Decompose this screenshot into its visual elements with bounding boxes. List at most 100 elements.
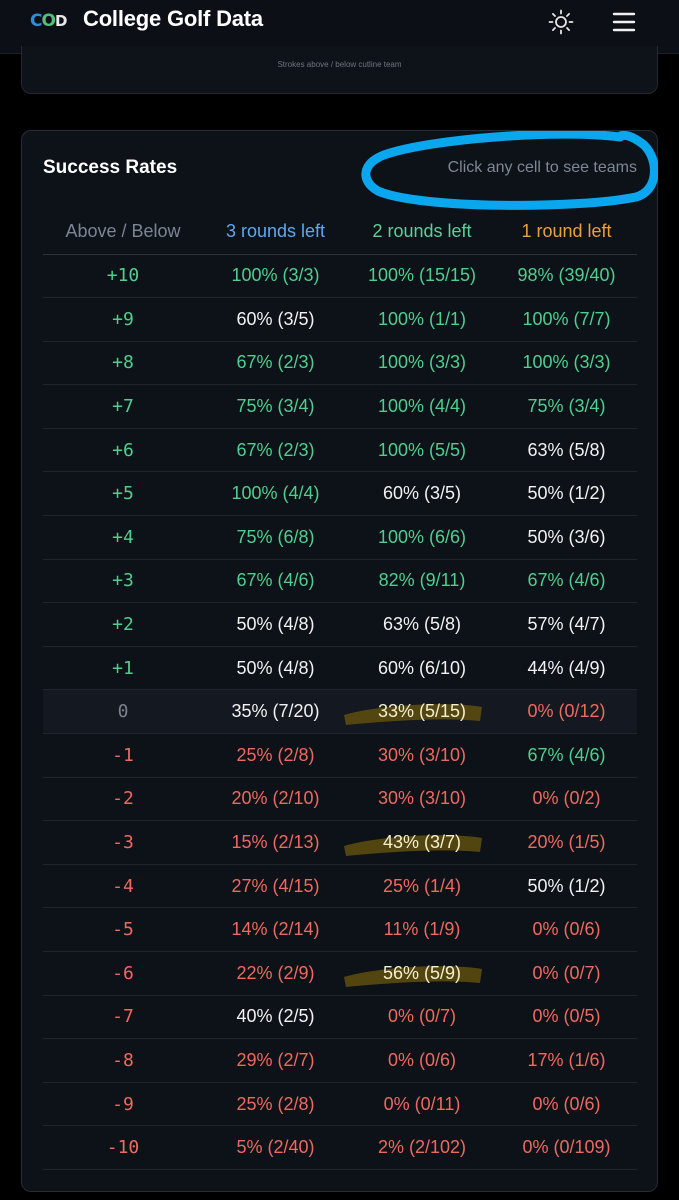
success-rate-cell[interactable]: 30% (3/10) <box>348 777 496 822</box>
success-rate-cell[interactable]: 100% (4/4) <box>348 384 496 429</box>
success-rate-cell[interactable]: 0% (0/7) <box>496 951 637 996</box>
table-row: +8 67% (2/3) 100% (3/3) 100% (3/3) <box>43 341 637 386</box>
success-rate-value: 25% (1/4) <box>382 875 462 896</box>
success-rate-cell[interactable]: 27% (4/15) <box>203 864 348 909</box>
theme-toggle-button[interactable] <box>545 6 577 38</box>
success-rate-cell[interactable]: 0% (0/12) <box>496 689 637 735</box>
success-rate-cell[interactable]: 0% (0/6) <box>348 1038 496 1083</box>
column-header-2-rounds-left[interactable]: 2 rounds left <box>348 209 496 255</box>
success-rate-value: 82% (9/11) <box>378 570 466 591</box>
success-rate-value: 67% (2/3) <box>236 439 315 460</box>
success-rate-cell[interactable]: 67% (2/3) <box>203 341 348 386</box>
success-rate-cell[interactable]: 40% (2/5) <box>203 995 348 1040</box>
success-rate-cell[interactable]: 0% (0/2) <box>496 777 637 822</box>
table-row: -10 5% (2/40) 2% (2/102) 0% (0/109) <box>43 1125 637 1170</box>
table-row: -3 15% (2/13) 43% (3/7) 20% (1/5) <box>43 820 637 865</box>
column-header-above-below[interactable]: Above / Below <box>43 209 203 255</box>
success-rate-cell[interactable]: 15% (2/13) <box>203 820 348 865</box>
success-rate-cell[interactable]: 2% (2/102) <box>348 1125 496 1170</box>
app-logo[interactable]: COD <box>30 10 70 32</box>
strokes-diff-cell: -7 <box>43 995 203 1040</box>
success-rate-cell[interactable]: 0% (0/11) <box>348 1082 496 1127</box>
success-rate-cell[interactable]: 100% (1/1) <box>348 297 496 342</box>
success-rate-cell[interactable]: 56% (5/9) <box>344 951 496 996</box>
success-rate-cell[interactable]: 100% (3/3) <box>203 254 348 299</box>
column-header-3-rounds-left[interactable]: 3 rounds left <box>203 209 348 255</box>
success-rate-cell[interactable]: 50% (4/8) <box>203 602 348 647</box>
column-header-1-round-left[interactable]: 1 round left <box>496 209 637 255</box>
success-rate-cell[interactable]: 63% (5/8) <box>496 428 637 473</box>
success-rate-value: 29% (2/7) <box>236 1049 315 1070</box>
success-rate-cell[interactable]: 60% (3/5) <box>203 297 348 342</box>
success-rate-value: 50% (4/8) <box>236 657 315 678</box>
success-rate-cell[interactable]: 100% (3/3) <box>496 341 637 386</box>
success-rate-cell[interactable]: 75% (3/4) <box>203 384 348 429</box>
success-rate-cell[interactable]: 44% (4/9) <box>496 646 637 691</box>
strokes-diff-cell: +2 <box>43 602 203 647</box>
success-rate-cell[interactable]: 0% (0/6) <box>496 1082 637 1127</box>
success-rate-cell[interactable]: 14% (2/14) <box>203 907 348 952</box>
success-rate-cell[interactable]: 75% (6/8) <box>203 515 348 560</box>
success-rate-cell[interactable]: 43% (3/7) <box>344 820 496 865</box>
success-rate-cell[interactable]: 5% (2/40) <box>203 1125 348 1170</box>
strokes-diff-cell: +6 <box>43 428 203 473</box>
hamburger-menu-icon <box>612 12 636 32</box>
success-rate-cell[interactable]: 0% (0/5) <box>496 995 637 1040</box>
success-rate-cell[interactable]: 22% (2/9) <box>203 951 348 996</box>
success-rate-cell[interactable]: 60% (3/5) <box>348 471 496 517</box>
success-rate-value: 25% (2/8) <box>236 1093 315 1114</box>
app-title[interactable]: College Golf Data <box>83 6 263 31</box>
success-rate-cell[interactable]: 0% (0/6) <box>496 907 637 952</box>
success-rate-cell[interactable]: 100% (7/7) <box>496 297 637 342</box>
success-rate-cell[interactable]: 67% (4/6) <box>203 559 348 604</box>
table-row: +6 67% (2/3) 100% (5/5) 63% (5/8) <box>43 428 637 473</box>
success-rate-cell[interactable]: 0% (0/7) <box>348 995 496 1040</box>
strokes-diff-cell: -5 <box>43 907 203 952</box>
success-rate-cell[interactable]: 30% (3/10) <box>348 733 496 778</box>
success-rate-value: 100% (3/3) <box>231 265 320 286</box>
success-rate-cell[interactable]: 67% (4/6) <box>496 733 637 778</box>
success-rate-value: 14% (2/14) <box>231 919 320 940</box>
success-rate-cell[interactable]: 100% (15/15) <box>348 254 496 299</box>
success-rates-table: Above / Below 3 rounds left 2 rounds lef… <box>43 209 637 1170</box>
table-row: 0 35% (7/20) 33% (5/15) 0% (0/12) <box>43 689 637 735</box>
success-rate-cell[interactable]: 20% (1/5) <box>496 820 637 865</box>
success-rate-cell[interactable]: 33% (5/15) <box>344 689 496 735</box>
success-rate-cell[interactable]: 60% (6/10) <box>348 646 496 691</box>
success-rate-cell[interactable]: 100% (4/4) <box>203 471 348 517</box>
strokes-diff-cell: -4 <box>43 864 203 909</box>
success-rate-value: 100% (6/6) <box>377 526 467 547</box>
menu-button[interactable] <box>608 6 640 38</box>
success-rate-cell[interactable]: 35% (7/20) <box>203 689 348 735</box>
success-rate-cell[interactable]: 17% (1/6) <box>496 1038 637 1083</box>
success-rate-cell[interactable]: 20% (2/10) <box>203 777 348 822</box>
success-rate-cell[interactable]: 82% (9/11) <box>348 559 496 604</box>
success-rate-cell[interactable]: 63% (5/8) <box>348 602 496 647</box>
success-rate-cell[interactable]: 25% (2/8) <box>203 733 348 778</box>
strokes-diff-cell: +9 <box>43 297 203 342</box>
success-rate-cell[interactable]: 25% (1/4) <box>348 864 496 909</box>
success-rate-cell[interactable]: 50% (3/6) <box>496 515 637 560</box>
success-rate-cell[interactable]: 50% (1/2) <box>496 471 637 517</box>
success-rate-cell[interactable]: 100% (6/6) <box>348 515 496 560</box>
strokes-diff-cell: +1 <box>43 646 203 691</box>
success-rate-cell[interactable]: 100% (3/3) <box>348 341 496 386</box>
success-rate-value: 100% (7/7) <box>522 308 611 329</box>
success-rate-cell[interactable]: 57% (4/7) <box>496 602 637 647</box>
success-rate-cell[interactable]: 67% (2/3) <box>203 428 348 473</box>
success-rate-cell[interactable]: 75% (3/4) <box>496 384 637 429</box>
strokes-diff-cell: 0 <box>43 689 203 735</box>
success-rate-value: 30% (3/10) <box>377 788 467 809</box>
success-rate-value: 50% (1/2) <box>527 483 606 504</box>
success-rate-cell[interactable]: 29% (2/7) <box>203 1038 348 1083</box>
success-rate-value: 2% (2/102) <box>377 1137 467 1158</box>
success-rate-cell[interactable]: 67% (4/6) <box>496 559 637 604</box>
success-rate-cell[interactable]: 100% (5/5) <box>348 428 496 473</box>
success-rate-cell[interactable]: 0% (0/109) <box>496 1125 637 1170</box>
success-rate-cell[interactable]: 50% (1/2) <box>496 864 637 909</box>
success-rate-cell[interactable]: 98% (39/40) <box>496 254 637 299</box>
success-rate-cell[interactable]: 25% (2/8) <box>203 1082 348 1127</box>
success-rate-cell[interactable]: 11% (1/9) <box>348 907 496 952</box>
success-rate-cell[interactable]: 50% (4/8) <box>203 646 348 691</box>
success-rate-value: 60% (3/5) <box>382 483 462 504</box>
